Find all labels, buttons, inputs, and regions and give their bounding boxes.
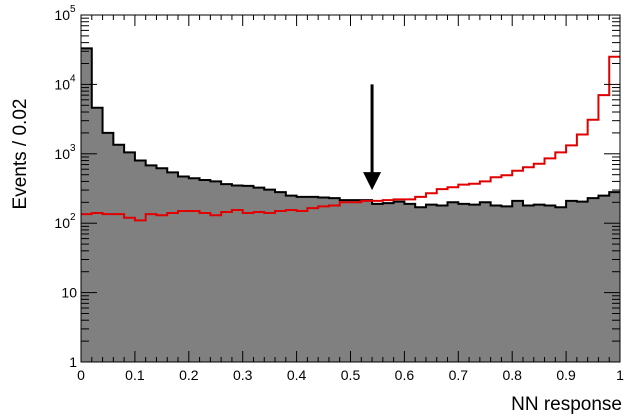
y-tick-label: 10	[54, 215, 70, 231]
background-bin-27	[372, 203, 384, 362]
background-bin-19	[285, 195, 297, 362]
background-bin-43	[544, 205, 556, 362]
x-tick-label: 0.7	[449, 367, 469, 383]
background-bin-8	[167, 172, 179, 362]
background-outline	[81, 47, 620, 209]
background-bin-45	[566, 200, 578, 362]
x-tick-label: 0.1	[125, 367, 145, 383]
y-tick-label: 10	[54, 7, 70, 23]
y-tick-exponent: 2	[70, 212, 76, 223]
background-bin-34	[447, 202, 459, 362]
background-bin-44	[555, 207, 567, 362]
background-bin-7	[156, 168, 168, 362]
background-bin-47	[587, 198, 599, 362]
background-bin-40	[512, 200, 524, 362]
background-bin-28	[382, 203, 395, 362]
signal-histogram	[81, 55, 620, 222]
background-bin-3	[113, 144, 125, 362]
y-tick-label: 10	[61, 285, 77, 301]
background-bin-38	[490, 205, 502, 362]
background-bin-29	[393, 201, 405, 362]
background-bin-10	[188, 178, 200, 362]
y-tick-label: 1	[69, 354, 77, 370]
background-bin-24	[339, 200, 351, 362]
y-tick-exponent: 4	[70, 73, 76, 84]
background-bin-23	[328, 198, 341, 362]
cut-arrow-head	[363, 172, 382, 191]
background-bin-33	[436, 205, 448, 362]
background-bin-31	[415, 207, 427, 362]
y-tick-label: 10	[54, 146, 70, 162]
background-bin-46	[576, 201, 589, 362]
background-bin-21	[307, 196, 319, 362]
background-bin-42	[533, 204, 545, 362]
background-bin-11	[199, 179, 211, 362]
x-tick-label: 0.9	[556, 367, 576, 383]
x-tick-label: 0.6	[395, 367, 415, 383]
background-bin-49	[609, 192, 621, 362]
x-tick-label: 0.5	[341, 367, 361, 383]
background-bin-36	[469, 204, 481, 362]
background-bin-2	[102, 132, 114, 362]
x-tick-label: 0.2	[179, 367, 199, 383]
background-bin-41	[522, 205, 535, 362]
x-tick-label: 0.8	[502, 367, 522, 383]
background-bin-9	[178, 176, 190, 362]
background-bin-14	[231, 185, 244, 362]
background-bin-12	[210, 181, 222, 362]
background-bin-0	[81, 48, 93, 362]
background-bin-39	[501, 206, 513, 362]
background-bin-20	[296, 196, 308, 362]
background-bin-4	[124, 152, 136, 362]
x-tick-label: 1	[616, 367, 624, 383]
background-histogram	[81, 47, 621, 363]
background-bin-6	[145, 165, 157, 362]
background-bin-35	[458, 203, 470, 362]
background-bin-48	[598, 195, 610, 362]
y-tick-exponent: 3	[70, 143, 76, 154]
background-bin-26	[361, 200, 373, 362]
x-tick-label: 0	[77, 367, 85, 383]
background-bin-1	[91, 107, 103, 363]
background-bin-25	[350, 200, 362, 362]
y-tick-exponent: 5	[70, 4, 76, 15]
x-tick-label: 0.4	[287, 367, 307, 383]
background-bin-18	[275, 192, 287, 362]
x-tick-label: 0.3	[233, 367, 253, 383]
background-bin-13	[221, 184, 233, 362]
cut-arrow	[363, 84, 382, 191]
background-bin-22	[318, 197, 330, 362]
x-axis-title: NN response	[511, 394, 622, 415]
y-tick-label: 10	[54, 76, 70, 92]
background-bin-5	[134, 160, 147, 362]
annotations	[363, 84, 382, 191]
background-bin-32	[425, 204, 438, 362]
y-axis-title: Events / 0.02	[10, 99, 31, 210]
background-bin-16	[253, 187, 265, 362]
background-bin-17	[264, 189, 276, 362]
background-bin-15	[242, 185, 254, 362]
signal-line	[81, 55, 620, 222]
axis-ticks	[80, 14, 621, 363]
background-bin-30	[404, 203, 416, 362]
background-bin-37	[479, 202, 492, 362]
